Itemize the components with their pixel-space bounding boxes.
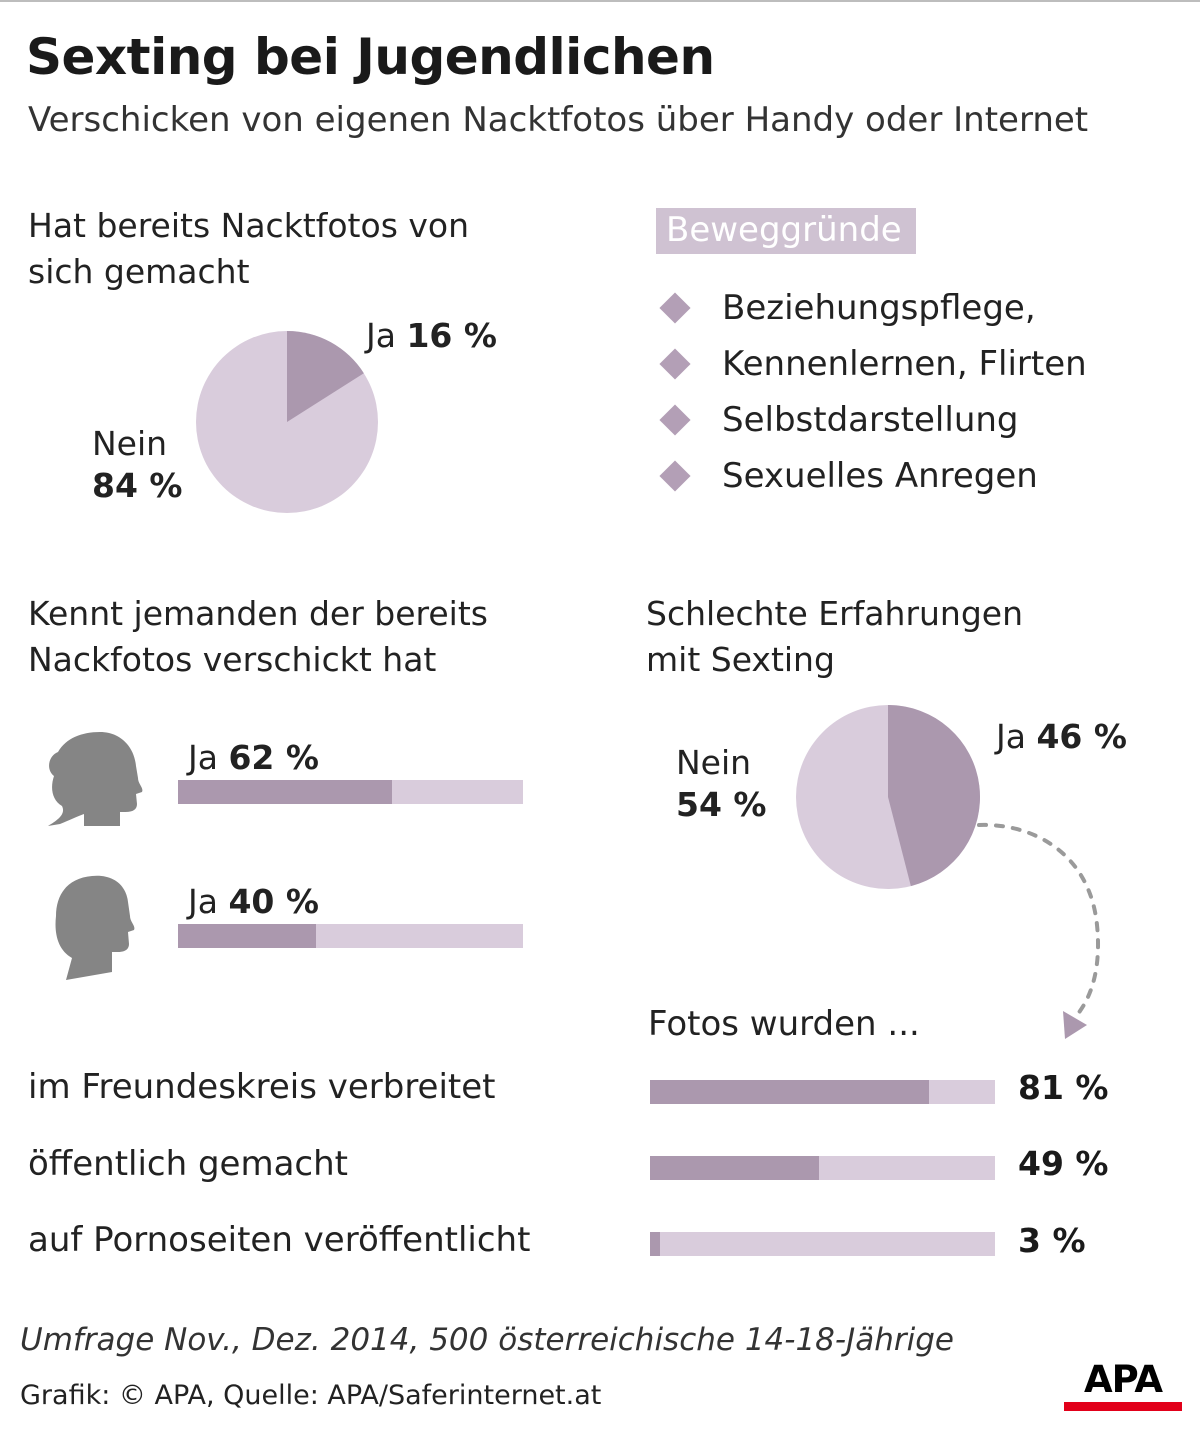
- diamond-bullet-icon: [659, 348, 691, 380]
- row-value-1: 49 %: [1018, 1144, 1109, 1183]
- row-value-0: 81 %: [1018, 1068, 1109, 1107]
- reasons-list: Beziehungspflege, Kennenlernen, Flirten …: [656, 280, 1087, 504]
- pie2-no-word: Nein: [676, 743, 752, 782]
- reason-item: Selbstdarstellung: [656, 392, 1087, 448]
- pie1-yes-value: 16 %: [406, 316, 497, 355]
- section2-heading-line2: Nackfotos verschickt hat: [28, 640, 437, 679]
- bar-female: [178, 780, 392, 804]
- apa-logo-bar: [1064, 1402, 1182, 1411]
- diamond-bullet-icon: [659, 404, 691, 436]
- section2-heading: Kennt jemanden der bereits Nackfotos ver…: [28, 591, 488, 683]
- bar-track-female: [178, 780, 523, 804]
- bar-track-2: [650, 1232, 995, 1256]
- row-label-0: im Freundeskreis verbreitet: [28, 1067, 496, 1107]
- apa-logo: APA: [1064, 1360, 1182, 1411]
- male-yes-value: 40 %: [228, 882, 319, 921]
- reason-item: Sexuelles Anregen: [656, 448, 1087, 504]
- reason-text: Selbstdarstellung: [722, 400, 1019, 440]
- row-value-2: 3 %: [1018, 1221, 1086, 1260]
- dotted-arrow-connector: [977, 822, 1100, 1039]
- page-title: Sexting bei Jugendlichen: [26, 28, 715, 86]
- reason-text: Sexuelles Anregen: [722, 456, 1038, 496]
- reasons-badge: Beweggründe: [656, 208, 916, 254]
- bar-row-2: [650, 1232, 661, 1256]
- page-subtitle: Verschicken von eigenen Nacktfotos über …: [28, 100, 1089, 140]
- reason-item: Beziehungspflege,: [656, 280, 1087, 336]
- bar-track-0: [650, 1080, 995, 1104]
- apa-logo-text: APA: [1084, 1358, 1163, 1401]
- bar-row-1: [650, 1156, 820, 1180]
- pie2-yes-word: Ja: [996, 717, 1026, 756]
- female-yes-word: Ja: [188, 738, 218, 777]
- pie-slice-yes: [287, 331, 364, 422]
- arrow-head-icon: [1063, 1011, 1087, 1039]
- female-yes-value: 62 %: [228, 738, 319, 777]
- reason-item: Kennenlernen, Flirten: [656, 336, 1087, 392]
- reason-text: Kennenlernen, Flirten: [722, 344, 1087, 384]
- pie2-no-label: Nein 54 %: [676, 742, 766, 826]
- pie2-no-value: 54 %: [676, 785, 767, 824]
- pie1-no-value: 84 %: [92, 466, 183, 505]
- bar-male: [178, 924, 316, 948]
- bar-track-1: [650, 1156, 995, 1180]
- pie1-no-word: Nein: [92, 424, 168, 463]
- section2-heading-line1: Kennt jemanden der bereits: [28, 594, 488, 633]
- row-label-1: öffentlich gemacht: [28, 1144, 348, 1184]
- section3-heading-line1: Schlechte Erfahrungen: [646, 594, 1024, 633]
- row-label-2: auf Pornoseiten veröffentlicht: [28, 1220, 531, 1260]
- diamond-bullet-icon: [659, 460, 691, 492]
- section1-heading-line1: Hat bereits Nacktfotos von: [28, 206, 470, 245]
- female-head-silhouette-icon: [48, 732, 143, 826]
- reasons-badge-label: Beweggründe: [656, 208, 916, 254]
- pie-chart-selfie: [196, 331, 378, 513]
- diamond-bullet-icon: [659, 292, 691, 324]
- pie1-no-label: Nein 84 %: [92, 423, 182, 507]
- section3-heading: Schlechte Erfahrungen mit Sexting: [646, 591, 1023, 683]
- survey-note: Umfrage Nov., Dez. 2014, 500 österreichi…: [20, 1322, 954, 1358]
- section4-heading: Fotos wurden ...: [648, 1004, 920, 1044]
- top-rule: [0, 0, 1200, 2]
- reason-text: Beziehungspflege,: [722, 288, 1036, 328]
- bar-row-0: [650, 1080, 930, 1104]
- section3-heading-line2: mit Sexting: [646, 640, 835, 679]
- male-yes-word: Ja: [188, 882, 218, 921]
- pie-slice-yes: [888, 705, 981, 887]
- pie2-yes-value: 46 %: [1036, 717, 1127, 756]
- male-bar-label: Ja 40 %: [188, 881, 319, 923]
- section1-heading-line2: sich gemacht: [28, 252, 250, 291]
- female-bar-label: Ja 62 %: [188, 737, 319, 779]
- pie1-yes-word: Ja: [366, 316, 396, 355]
- pie1-yes-label: Ja 16 %: [366, 315, 497, 357]
- pie-chart-bad-experiences: [796, 705, 981, 889]
- pie2-yes-label: Ja 46 %: [996, 716, 1127, 758]
- bar-track-male: [178, 924, 523, 948]
- male-head-silhouette-icon: [55, 875, 135, 980]
- source-credit: Grafik: © APA, Quelle: APA/Saferinternet…: [20, 1380, 602, 1411]
- section1-heading: Hat bereits Nacktfotos von sich gemacht: [28, 203, 469, 295]
